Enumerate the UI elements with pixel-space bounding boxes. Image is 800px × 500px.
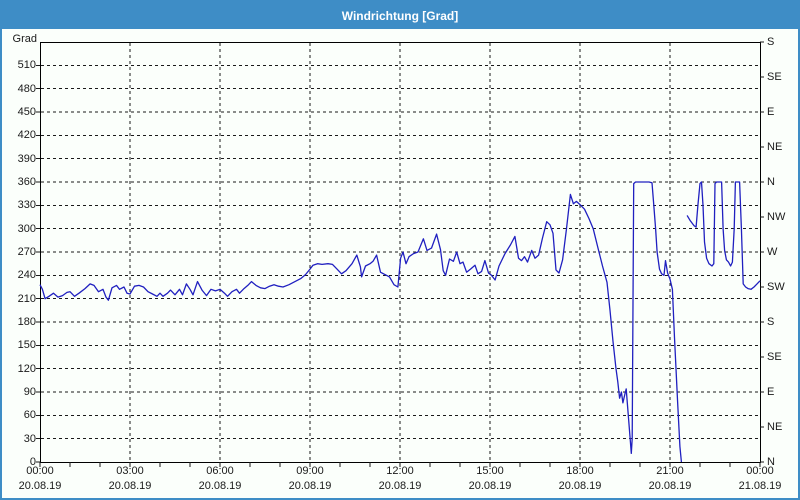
y-axis-tick-label: 360 [17, 176, 36, 188]
compass-tick-label: SE [767, 71, 782, 83]
y-axis-tick-label: 30 [23, 432, 36, 445]
compass-tick-label: NW [767, 211, 786, 223]
y-axis-tick-label: 240 [17, 269, 36, 282]
window-titlebar: Windrichtung [Grad] [2, 2, 798, 29]
y-axis-tick-label: 420 [17, 129, 36, 142]
x-axis-date-label: 20.08.19 [18, 480, 62, 492]
compass-tick-label: NE [767, 141, 783, 153]
x-axis-time-label: 12:00 [386, 465, 414, 477]
chart-title: Windrichtung [Grad] [341, 8, 459, 23]
x-axis-date-label: 20.08.19 [198, 480, 242, 492]
x-axis-time-label: 06:00 [206, 465, 234, 477]
y-axis-tick-label: 120 [17, 362, 36, 375]
compass-tick-label: S [767, 316, 775, 328]
compass-tick-label: N [767, 176, 775, 188]
compass-tick-label: S [767, 36, 775, 48]
y-axis-tick-label: 450 [17, 106, 36, 118]
compass-tick-label: N [767, 456, 775, 468]
x-axis-time-label: 15:00 [476, 465, 504, 477]
y-axis-tick-label: 390 [17, 152, 36, 165]
x-axis-date-label: 21.08.19 [738, 480, 782, 492]
y-axis-tick-label: 300 [17, 222, 36, 235]
y-axis-tick-label: 510 [17, 59, 36, 72]
y-axis-tick-label: 60 [23, 409, 36, 422]
compass-tick-label: NE [767, 421, 783, 433]
compass-tick-label: SE [767, 351, 782, 363]
x-axis-time-label: 00:00 [26, 465, 54, 477]
wind-direction-line [39, 181, 761, 463]
x-axis-time-label: 21:00 [656, 465, 684, 477]
compass-tick-label: SW [767, 281, 785, 293]
x-axis-date-label: 20.08.19 [288, 480, 332, 492]
x-axis-time-label: 18:00 [566, 465, 594, 477]
x-axis-date-label: 20.08.19 [108, 480, 152, 492]
x-axis-time-label: 09:00 [296, 465, 324, 477]
y-axis-tick-label: 90 [23, 386, 36, 398]
y-axis-tick-label: 180 [17, 316, 36, 328]
x-axis-date-label: 20.08.19 [558, 480, 602, 492]
y-axis-tick-label: 480 [17, 82, 36, 95]
x-axis-time-label: 03:00 [116, 465, 144, 477]
y-axis-tick-label: 210 [17, 292, 36, 305]
compass-tick-label: W [767, 246, 778, 258]
x-axis-date-label: 20.08.19 [378, 480, 422, 492]
x-axis-date-label: 20.08.19 [648, 480, 692, 492]
x-axis-time-label: 00:00 [746, 465, 774, 477]
y-axis-tick-label: 0 [29, 456, 36, 468]
compass-tick-label: E [767, 386, 775, 398]
y-axis-tick-label: 330 [17, 199, 36, 212]
y-axis-tick-label: 150 [17, 339, 36, 352]
y-axis-unit-label: Grad [12, 33, 37, 45]
y-axis-tick-label: 270 [17, 246, 36, 258]
x-axis-date-label: 20.08.19 [468, 480, 512, 492]
compass-tick-label: E [767, 106, 775, 118]
